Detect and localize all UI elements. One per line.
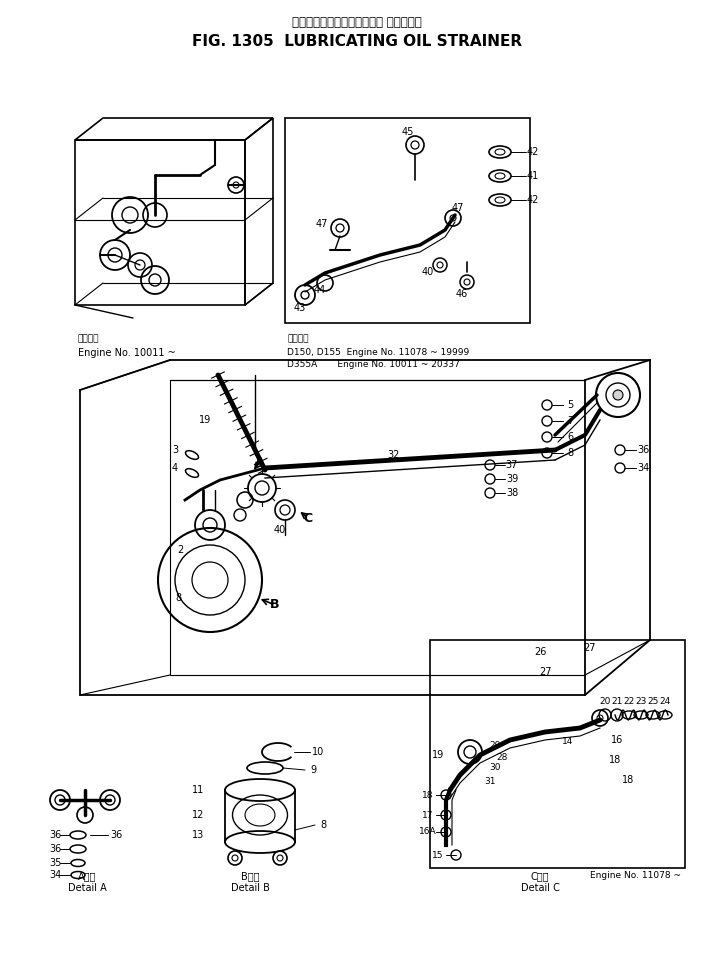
Text: 22: 22 bbox=[623, 696, 635, 705]
Text: 34: 34 bbox=[637, 463, 649, 473]
Text: 25: 25 bbox=[647, 696, 659, 705]
Text: 11: 11 bbox=[192, 785, 204, 795]
Text: 28: 28 bbox=[496, 754, 508, 763]
Text: 27: 27 bbox=[583, 643, 596, 653]
Text: Engine No. 11078 ~: Engine No. 11078 ~ bbox=[589, 872, 681, 880]
Text: 37: 37 bbox=[506, 460, 518, 470]
Text: 47: 47 bbox=[316, 219, 328, 229]
Text: 41: 41 bbox=[527, 171, 539, 181]
Text: 36: 36 bbox=[49, 830, 61, 840]
Text: 21: 21 bbox=[611, 696, 623, 705]
Text: 26: 26 bbox=[534, 647, 546, 657]
Text: 14: 14 bbox=[562, 737, 573, 746]
Text: 5: 5 bbox=[567, 400, 573, 410]
Circle shape bbox=[613, 390, 623, 400]
Text: 4: 4 bbox=[172, 463, 178, 473]
Text: 24: 24 bbox=[659, 696, 671, 705]
Text: 2: 2 bbox=[177, 545, 183, 555]
Text: 18: 18 bbox=[423, 791, 434, 800]
Text: Detail A: Detail A bbox=[68, 883, 107, 893]
Text: FIG. 1305  LUBRICATING OIL STRAINER: FIG. 1305 LUBRICATING OIL STRAINER bbox=[192, 34, 522, 49]
Text: 40: 40 bbox=[274, 525, 286, 535]
Text: 45: 45 bbox=[402, 127, 414, 137]
Text: A: A bbox=[255, 456, 265, 468]
Text: 44: 44 bbox=[314, 285, 326, 295]
Text: 3: 3 bbox=[172, 445, 178, 455]
Text: 15: 15 bbox=[433, 850, 444, 859]
Text: 8: 8 bbox=[320, 820, 326, 830]
Text: 42: 42 bbox=[527, 147, 539, 157]
Text: 30: 30 bbox=[489, 764, 500, 772]
Text: 19: 19 bbox=[199, 415, 211, 425]
Text: 46: 46 bbox=[456, 289, 468, 299]
Text: 16A: 16A bbox=[419, 828, 437, 837]
Text: D150, D155  Engine No. 11078 ~ 19999: D150, D155 Engine No. 11078 ~ 19999 bbox=[287, 348, 469, 357]
Text: 9: 9 bbox=[310, 765, 316, 775]
Text: 34: 34 bbox=[49, 870, 61, 880]
Text: 31: 31 bbox=[484, 777, 495, 786]
Text: Engine No. 10011 ~: Engine No. 10011 ~ bbox=[78, 348, 176, 358]
Text: 38: 38 bbox=[506, 488, 518, 498]
Text: 40: 40 bbox=[422, 267, 434, 277]
Text: ルーブリケーティングオイル ストレーナ: ルーブリケーティングオイル ストレーナ bbox=[292, 16, 422, 29]
Text: 36: 36 bbox=[637, 445, 649, 455]
Text: 18: 18 bbox=[609, 755, 621, 765]
Text: 47: 47 bbox=[452, 203, 464, 213]
Text: 19: 19 bbox=[432, 750, 444, 760]
Bar bbox=[285, 118, 530, 323]
Text: 適用番号: 適用番号 bbox=[78, 334, 99, 343]
Text: 20: 20 bbox=[599, 696, 611, 705]
Text: 7: 7 bbox=[567, 416, 573, 426]
Text: 32: 32 bbox=[387, 450, 399, 460]
Bar bbox=[430, 640, 685, 868]
Text: 12: 12 bbox=[192, 810, 204, 820]
Text: B詳細: B詳細 bbox=[241, 871, 260, 881]
Text: 8: 8 bbox=[567, 448, 573, 458]
Text: 18: 18 bbox=[622, 775, 634, 785]
Text: A詳細: A詳細 bbox=[78, 871, 97, 881]
Text: 29: 29 bbox=[489, 740, 500, 750]
Text: C詳細: C詳細 bbox=[531, 871, 549, 881]
Text: 適用番号: 適用番号 bbox=[287, 334, 308, 343]
Text: 16: 16 bbox=[611, 735, 623, 745]
Text: 17: 17 bbox=[423, 810, 434, 819]
Text: 27: 27 bbox=[538, 667, 551, 677]
Text: B: B bbox=[270, 598, 280, 612]
Text: 6: 6 bbox=[567, 432, 573, 442]
Text: 42: 42 bbox=[527, 195, 539, 205]
Text: 8: 8 bbox=[175, 593, 181, 603]
Text: 23: 23 bbox=[636, 696, 646, 705]
Text: Detail C: Detail C bbox=[521, 883, 559, 893]
Text: 39: 39 bbox=[506, 474, 518, 484]
Text: D355A       Engine No. 10011 ~ 20337: D355A Engine No. 10011 ~ 20337 bbox=[287, 360, 460, 369]
Text: 35: 35 bbox=[49, 858, 61, 868]
Text: 36: 36 bbox=[110, 830, 122, 840]
Text: Detail B: Detail B bbox=[230, 883, 270, 893]
Text: 36: 36 bbox=[49, 844, 61, 854]
Text: 13: 13 bbox=[192, 830, 204, 840]
Text: C: C bbox=[303, 511, 312, 525]
Text: 10: 10 bbox=[312, 747, 324, 757]
Text: 43: 43 bbox=[294, 303, 306, 313]
